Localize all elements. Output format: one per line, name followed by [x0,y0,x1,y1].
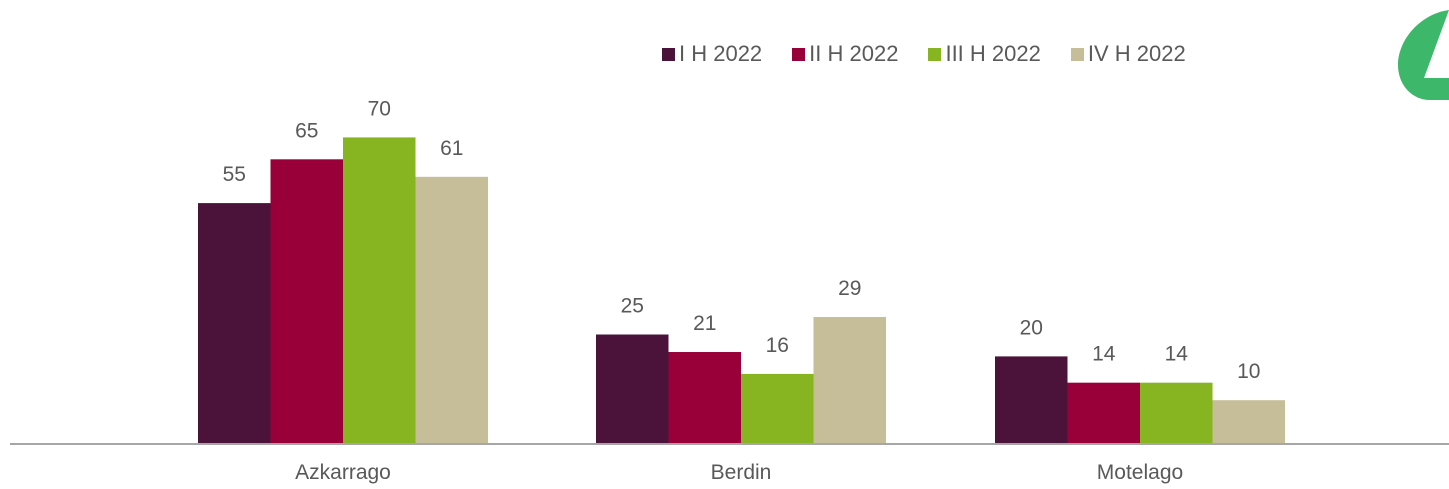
bar-azkarrago-series-4 [415,176,488,444]
data-label-azkarrago-series-1: 55 [223,163,246,186]
legend-item-series-2: II H 2022 [792,41,898,67]
chart-legend: I H 2022 II H 2022 III H 2022 IV H 2022 [662,40,1186,68]
bar-azkarrago-series-3 [343,137,416,444]
bar-berdin-series-4 [813,316,886,444]
category-label-berdin: Berdin [711,461,772,484]
data-label-azkarrago-series-3: 70 [368,97,391,120]
data-label-berdin-series-1: 25 [621,295,644,318]
data-label-berdin-series-2: 21 [693,312,716,335]
data-label-motelago-series-4: 10 [1237,360,1260,383]
data-label-motelago-series-1: 20 [1020,316,1043,339]
data-label-azkarrago-series-2: 65 [295,119,318,142]
legend-swatch-series-2 [792,47,806,61]
legend-swatch-series-3 [928,47,942,61]
legend-label-series-2: II H 2022 [809,41,899,66]
legend-label-series-1: I H 2022 [679,41,763,66]
bar-berdin-series-1 [596,334,669,444]
data-label-berdin-series-3: 16 [766,334,789,357]
legend-label-series-3: III H 2022 [945,41,1041,66]
bars-layer [198,137,1285,445]
bar-berdin-series-2 [668,352,741,444]
legend-item-series-3: III H 2022 [928,41,1041,67]
legend-item-series-4: IV H 2022 [1070,41,1186,67]
bar-motelago-series-3 [1140,382,1213,444]
data-label-motelago-series-3: 14 [1165,343,1189,366]
legend-swatch-series-1 [662,47,675,61]
bar-motelago-series-4 [1212,400,1285,444]
bar-azkarrago-series-1 [198,203,271,444]
bar-berdin-series-3 [741,373,814,444]
data-label-motelago-series-2: 14 [1092,343,1116,366]
legend-swatch-series-4 [1070,47,1084,61]
category-label-motelago: Motelago [1097,461,1183,484]
legend-item-series-1: I H 2022 [662,41,762,67]
bar-azkarrago-series-2 [270,159,343,445]
data-label-azkarrago-series-4: 61 [440,137,463,160]
category-label-azkarrago: Azkarrago [295,461,391,484]
bar-motelago-series-1 [995,356,1068,444]
category-labels-layer: Azkarrago Berdin Motelago [295,461,1183,484]
data-labels-layer: 55 65 70 61 25 21 16 29 20 14 14 10 [223,97,1261,383]
legend-label-series-4: IV H 2022 [1087,41,1186,66]
data-label-berdin-series-4: 29 [838,277,861,300]
bar-motelago-series-2 [1067,382,1140,444]
